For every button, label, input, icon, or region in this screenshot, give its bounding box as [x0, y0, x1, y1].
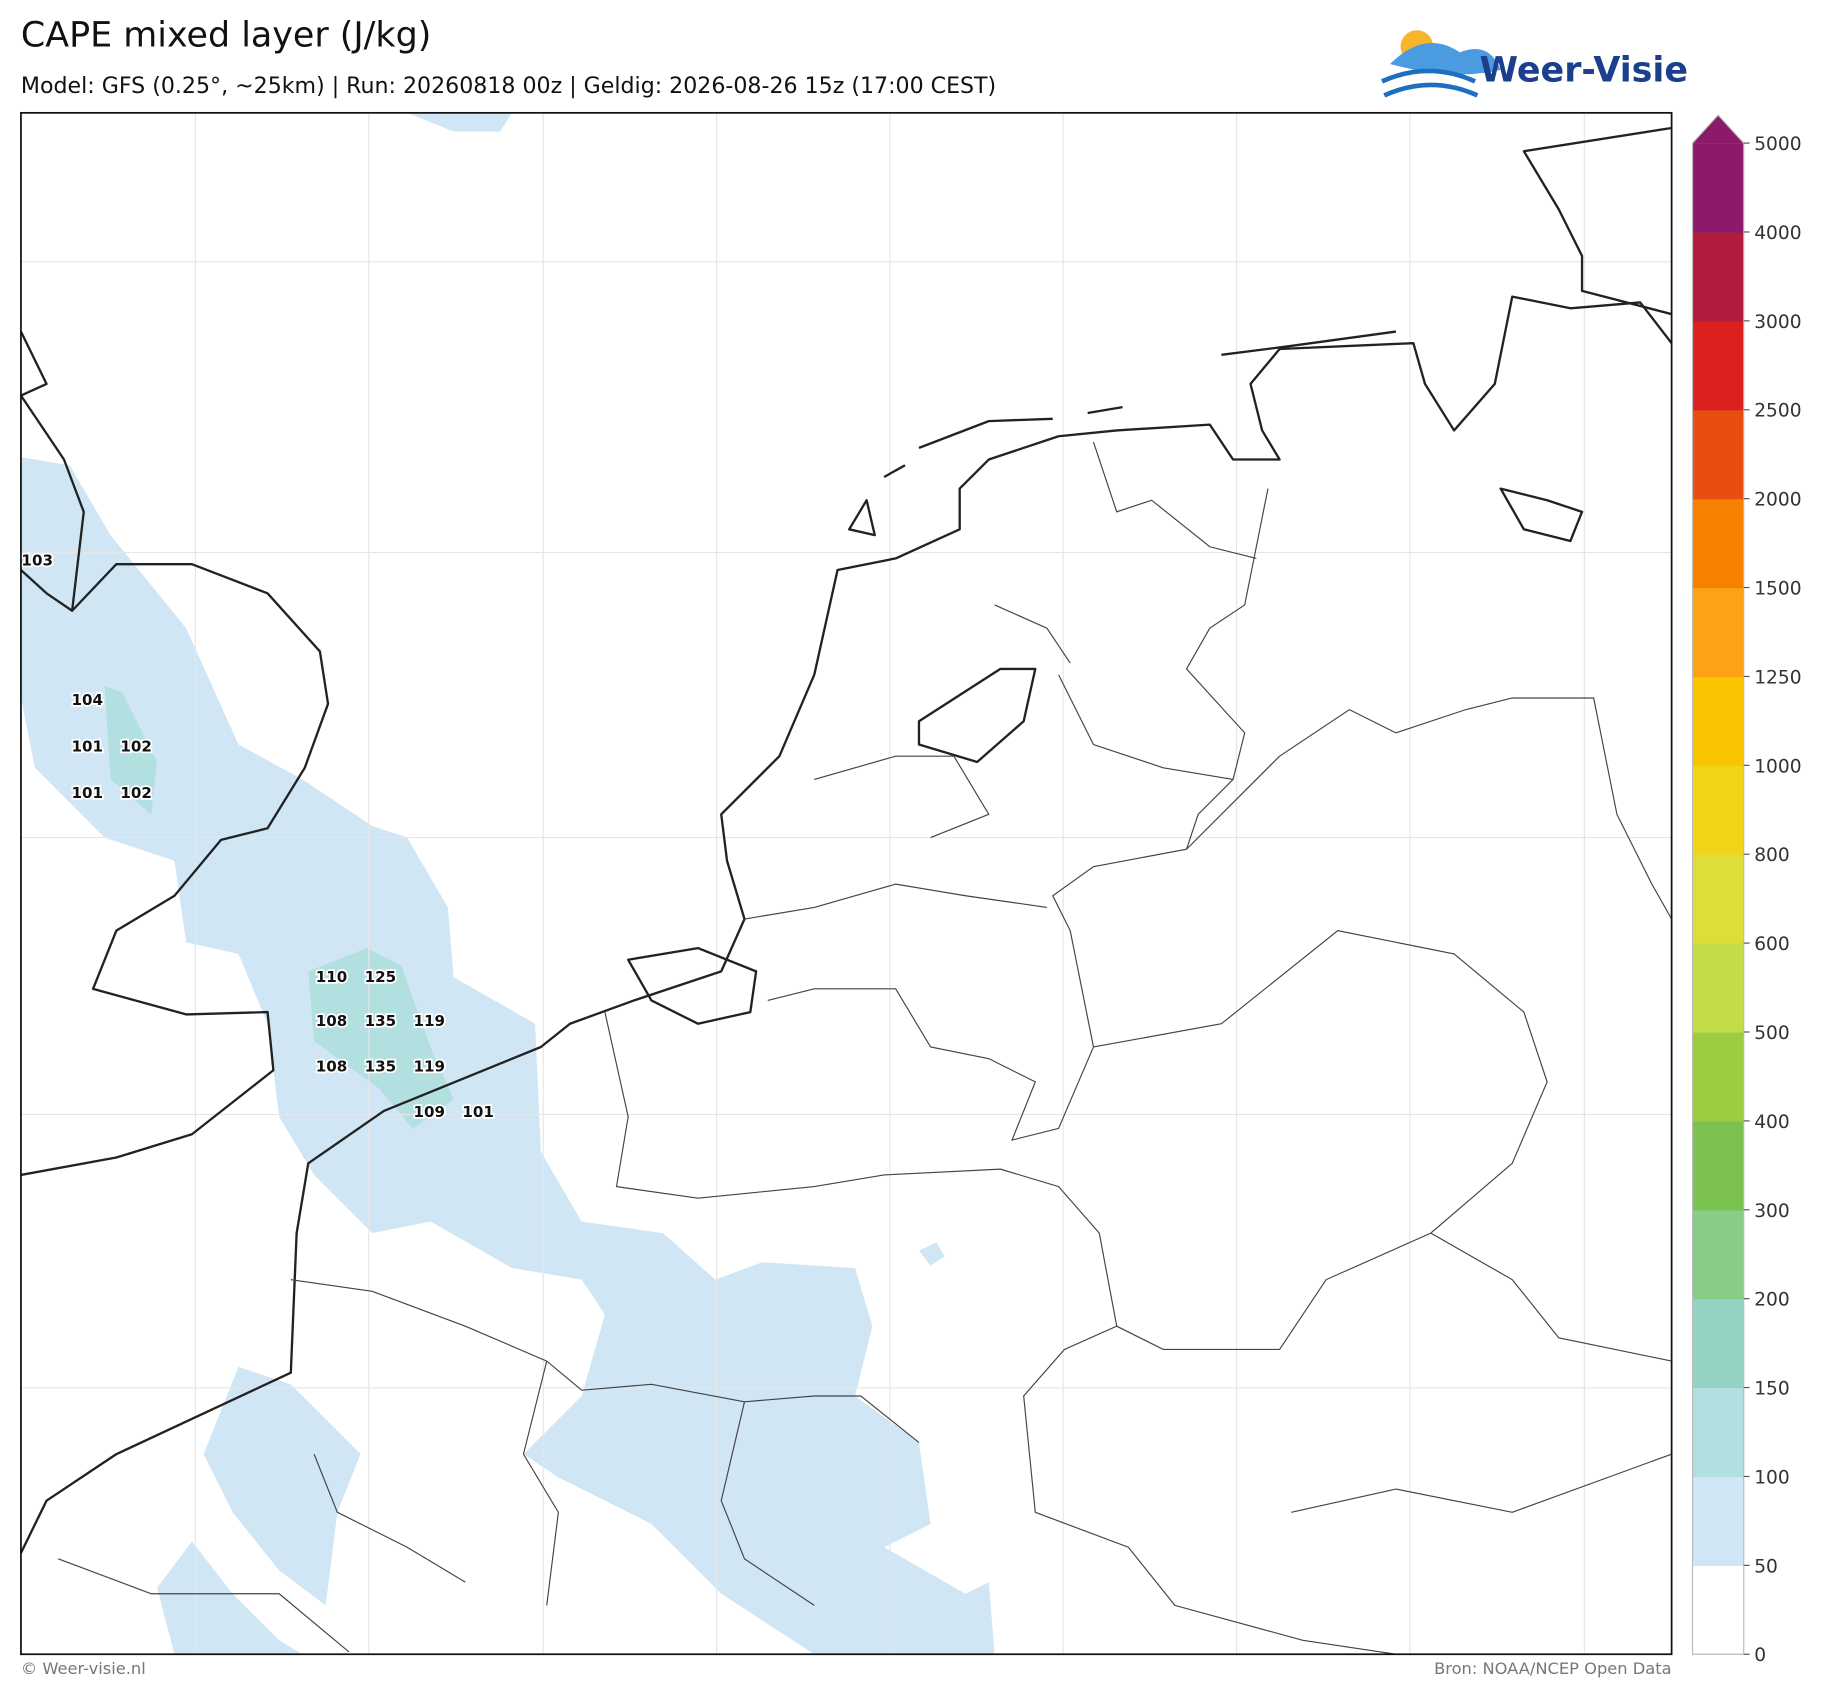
- grid: [20, 112, 1672, 1655]
- cape-value: 101: [462, 1103, 494, 1121]
- footer-left: © Weer-visie.nl: [21, 1659, 146, 1678]
- colorbar-bin: [1692, 943, 1744, 1033]
- colorbar-label: 800: [1754, 845, 1790, 866]
- colorbar-bin: [1692, 1476, 1744, 1566]
- cape-value: 103: [21, 551, 53, 569]
- cape-value: 108: [316, 1012, 348, 1030]
- colorbar-bin: [1692, 231, 1744, 322]
- colorbar-bin: [1692, 409, 1744, 500]
- colorbar-bin: [1692, 1209, 1744, 1300]
- footer-right: Bron: NOAA/NCEP Open Data: [1434, 1659, 1672, 1678]
- subtitle: Model: GFS (0.25°, ~25km) | Run: 2026081…: [21, 73, 996, 99]
- colorbar-label: 4000: [1754, 223, 1801, 244]
- cape-value: 110: [316, 968, 348, 986]
- colorbar-label: 200: [1754, 1290, 1790, 1311]
- map-labels: 103 104 101 102 101 102 110 125 108 135 119 108 135 1…: [20, 550, 496, 1123]
- cape-value: 119: [413, 1012, 445, 1030]
- colorbar-bin: [1692, 320, 1744, 411]
- colorbar: 0 50 100 150 200 300 400 500 600 800 1000 1250 1500 2…: [1691, 114, 1802, 1666]
- map: 103 104 101 102 101 102 110 125 108 135 119 108 135 1…: [19, 111, 1673, 1656]
- coastline: [19, 126, 1673, 1554]
- colorbar-label: 5000: [1754, 134, 1801, 155]
- cape-value: 108: [316, 1057, 348, 1075]
- colorbar-frame: [1691, 114, 1745, 1655]
- colorbar-label: 500: [1754, 1023, 1790, 1044]
- cape-value: 125: [365, 968, 397, 986]
- colorbar-label: 0: [1754, 1645, 1766, 1666]
- colorbar-label: 400: [1754, 1112, 1790, 1133]
- colorbar-bin: [1692, 854, 1744, 944]
- colorbar-label: 1500: [1754, 579, 1801, 600]
- colorbar-extend: [1692, 115, 1744, 144]
- colorbar-bin: [1692, 1120, 1744, 1211]
- colorbar-label: 1000: [1754, 756, 1801, 777]
- borders: [57, 441, 1673, 1655]
- cape-value: 104: [71, 691, 103, 709]
- colorbar-bin: [1692, 765, 1744, 855]
- colorbar-label: 300: [1754, 1201, 1790, 1222]
- colorbar-label: 2000: [1754, 490, 1801, 511]
- colorbar-bin: [1692, 1298, 1744, 1389]
- colorbar-bin: [1692, 676, 1744, 766]
- colorbar-label: 2500: [1754, 401, 1801, 422]
- title: CAPE mixed layer (J/kg): [21, 16, 431, 56]
- logo-text: Weer-Visie: [1480, 50, 1688, 90]
- colorbar-bin: [1692, 1565, 1744, 1655]
- colorbar-label: 150: [1754, 1379, 1790, 1400]
- cape-area: [20, 112, 995, 1655]
- cape-value: 102: [120, 784, 152, 802]
- cape-value: 102: [120, 738, 152, 756]
- colorbar-bin: [1692, 498, 1744, 589]
- cape-value: 135: [365, 1057, 397, 1075]
- colorbar-bin: [1692, 1032, 1744, 1122]
- cape-value: 109: [413, 1103, 445, 1121]
- colorbar-label: 600: [1754, 934, 1790, 955]
- colorbar-bin: [1692, 1387, 1744, 1478]
- cape-value: 119: [413, 1057, 445, 1075]
- cape-value: 101: [71, 738, 103, 756]
- cape-area: [104, 686, 454, 1129]
- colorbar-bin: [1692, 143, 1744, 233]
- colorbar-label: 50: [1754, 1556, 1778, 1577]
- colorbar-label: 3000: [1754, 312, 1801, 333]
- colorbar-label: 100: [1754, 1467, 1790, 1488]
- cape-value: 135: [365, 1012, 397, 1030]
- logo: Weer-Visie: [1381, 30, 1688, 98]
- cape-value: 101: [71, 784, 103, 802]
- colorbar-bin: [1692, 587, 1744, 678]
- map-frame: [20, 111, 1673, 1656]
- colorbar-label: 1250: [1754, 667, 1801, 688]
